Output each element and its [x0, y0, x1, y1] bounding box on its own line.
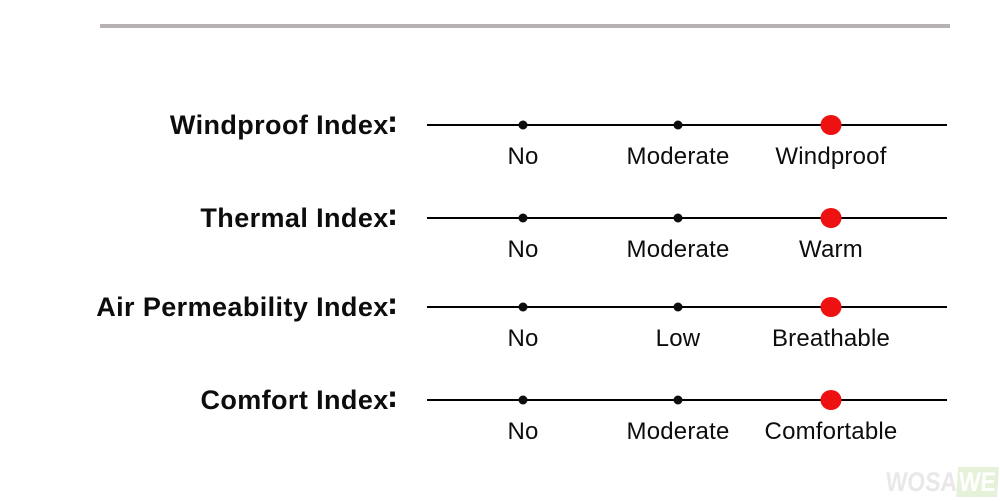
- scale-dot: [518, 395, 528, 405]
- tick-label-selected: Comfortable: [764, 418, 898, 445]
- tick-label: Moderate: [626, 418, 730, 445]
- scale-line: [427, 399, 947, 401]
- tick-label-selected: Warm: [799, 236, 863, 263]
- scale-line: [427, 124, 947, 126]
- scale-dot: [518, 302, 528, 312]
- scale-line: [427, 306, 947, 308]
- scale-dot: [673, 120, 683, 130]
- scale-dot: [673, 302, 683, 312]
- scale-dot: [518, 213, 528, 223]
- scale-dot: [673, 213, 683, 223]
- row-title: Comfort Index∶: [200, 385, 397, 415]
- top-divider: [100, 24, 950, 28]
- tick-label: No: [507, 236, 539, 263]
- scale-dot-selected: [820, 208, 842, 228]
- tick-label: No: [507, 143, 539, 170]
- scale-line: [427, 217, 947, 219]
- row-title: Windproof Index∶: [169, 110, 397, 140]
- scale-dot-selected: [820, 390, 842, 410]
- tick-label: No: [507, 325, 539, 352]
- row-title: Thermal Index∶: [200, 203, 397, 233]
- tick-label-selected: Breathable: [771, 325, 891, 352]
- scale-dot: [673, 395, 683, 405]
- brand-watermark: WOSAWE: [884, 467, 998, 497]
- scale-dot-selected: [820, 297, 842, 317]
- scale-dot-selected: [820, 115, 842, 135]
- tick-label: Moderate: [626, 236, 730, 263]
- tick-label: No: [507, 418, 539, 445]
- tick-label: Low: [655, 325, 701, 352]
- scale-dot: [518, 120, 528, 130]
- brand-watermark-text: WOSA: [884, 467, 958, 497]
- row-title: Air Permeability Index∶: [96, 292, 397, 322]
- brand-watermark-highlight: WE: [955, 467, 998, 497]
- tick-label-selected: Windproof: [775, 143, 887, 170]
- tick-label: Moderate: [626, 143, 730, 170]
